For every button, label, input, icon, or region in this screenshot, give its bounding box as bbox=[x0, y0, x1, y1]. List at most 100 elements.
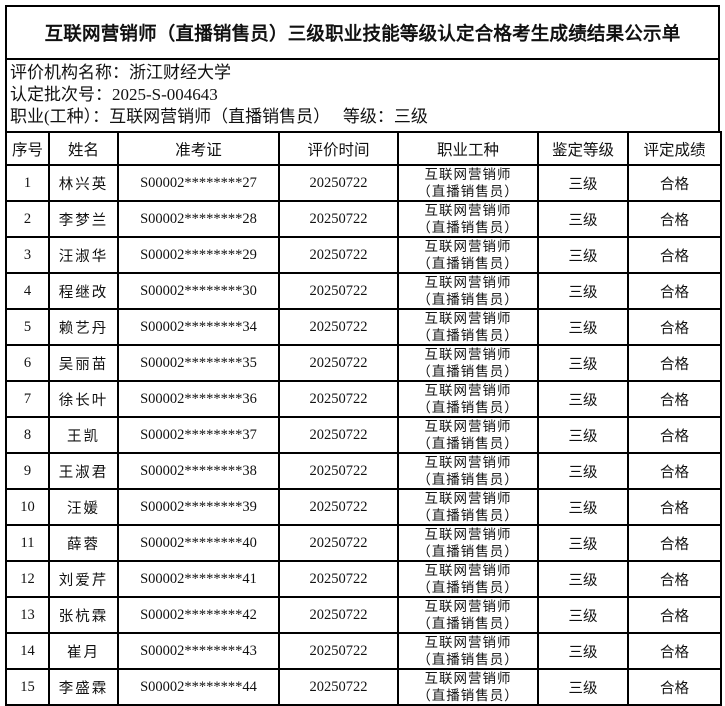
profession-line: 互联网营销师 bbox=[424, 491, 512, 506]
cell-result: 合格 bbox=[627, 380, 722, 418]
cell-date: 20250722 bbox=[278, 452, 399, 490]
cell-date: 20250722 bbox=[278, 560, 399, 598]
cell-no: 13 bbox=[5, 596, 50, 634]
cell-result: 合格 bbox=[627, 632, 722, 670]
profession-line: 互联网营销师 bbox=[424, 275, 512, 290]
profession-line: （直播销售员） bbox=[417, 616, 519, 631]
table-row: 9 王淑君 S00002********38 20250722 互联网营销师 （直播销售员… bbox=[5, 452, 722, 490]
cell-id: S00002********37 bbox=[117, 416, 280, 454]
cell-result: 合格 bbox=[627, 524, 722, 562]
cell-level: 三级 bbox=[537, 236, 629, 274]
profession-line: 互联网营销师 bbox=[424, 635, 512, 650]
cell-name: 刘爱芹 bbox=[48, 560, 119, 598]
cell-level: 三级 bbox=[537, 560, 629, 598]
cell-date: 20250722 bbox=[278, 200, 399, 238]
cell-name: 赖艺丹 bbox=[48, 308, 119, 346]
table-row: 5 赖艺丹 S00002********34 20250722 互联网营销师 （直播销售员… bbox=[5, 308, 722, 346]
cell-name: 程继改 bbox=[48, 272, 119, 310]
profession-line: 互联网营销师 bbox=[424, 167, 512, 182]
profession-line: （直播销售员） bbox=[417, 688, 519, 703]
cell-id: S00002********36 bbox=[117, 380, 280, 418]
profession-line: （直播销售员） bbox=[417, 472, 519, 487]
cell-date: 20250722 bbox=[278, 488, 399, 526]
header-profession: 职业工种 bbox=[397, 131, 539, 166]
result-sheet: 互联网营销师（直播销售员）三级职业技能等级认定合格考生成绩结果公示单 评价机构名… bbox=[5, 5, 722, 706]
cell-profession: 互联网营销师 （直播销售员） bbox=[397, 416, 539, 454]
profession-line: （直播销售员） bbox=[417, 184, 519, 199]
cell-name: 张杭霖 bbox=[48, 596, 119, 634]
cell-profession: 互联网营销师 （直播销售员） bbox=[397, 164, 539, 202]
profession-line: 互联网营销师 bbox=[424, 419, 512, 434]
profession-line: 互联网营销师 bbox=[424, 311, 512, 326]
cell-result: 合格 bbox=[627, 272, 722, 310]
results-table: 序号 姓名 准考证 评价时间 职业工种 鉴定等级 评定成绩 1 林兴英 S00002… bbox=[5, 131, 722, 706]
cell-profession: 互联网营销师 （直播销售员） bbox=[397, 524, 539, 562]
cell-id: S00002********29 bbox=[117, 236, 280, 274]
table-row: 2 李梦兰 S00002********28 20250722 互联网营销师 （直播销售员… bbox=[5, 200, 722, 238]
cell-name: 王凯 bbox=[48, 416, 119, 454]
cell-name: 李盛霖 bbox=[48, 668, 119, 706]
cell-result: 合格 bbox=[627, 164, 722, 202]
table-row: 7 徐长叶 S00002********36 20250722 互联网营销师 （直播销售员… bbox=[5, 380, 722, 418]
table-row: 10 汪媛 S00002********39 20250722 互联网营销师 （直播销售员… bbox=[5, 488, 722, 526]
profession-line: 互联网营销师 bbox=[424, 599, 512, 614]
table-row: 8 王凯 S00002********37 20250722 互联网营销师 （直播销售员）… bbox=[5, 416, 722, 454]
profession-line: （直播销售员） bbox=[417, 328, 519, 343]
profession-line: （直播销售员） bbox=[417, 400, 519, 415]
table-row: 3 汪淑华 S00002********29 20250722 互联网营销师 （直播销售员… bbox=[5, 236, 722, 274]
cell-id: S00002********27 bbox=[117, 164, 280, 202]
header-result: 评定成绩 bbox=[627, 131, 722, 166]
org-line: 评价机构名称：浙江财经大学 bbox=[10, 63, 231, 82]
cell-no: 1 bbox=[5, 164, 50, 202]
table-row: 6 吴丽苗 S00002********35 20250722 互联网营销师 （直播销售员… bbox=[5, 344, 722, 382]
profession-line: 互联网营销师 bbox=[424, 239, 512, 254]
cell-profession: 互联网营销师 （直播销售员） bbox=[397, 596, 539, 634]
cell-date: 20250722 bbox=[278, 236, 399, 274]
cell-level: 三级 bbox=[537, 524, 629, 562]
cell-name: 薛蓉 bbox=[48, 524, 119, 562]
cell-no: 14 bbox=[5, 632, 50, 670]
info-block: 评价机构名称：浙江财经大学 认定批次号：2025-S-004643 职业(工种）… bbox=[5, 60, 720, 131]
profession-line: （直播销售员） bbox=[417, 220, 519, 235]
profession-line: 互联网营销师 bbox=[424, 455, 512, 470]
occupation-line: 职业(工种）：互联网营销师（直播销售员） 等级：三级 bbox=[10, 107, 428, 126]
cell-profession: 互联网营销师 （直播销售员） bbox=[397, 632, 539, 670]
cell-name: 汪淑华 bbox=[48, 236, 119, 274]
profession-line: （直播销售员） bbox=[417, 364, 519, 379]
header-name: 姓名 bbox=[48, 131, 119, 166]
cell-date: 20250722 bbox=[278, 668, 399, 706]
cell-profession: 互联网营销师 （直播销售员） bbox=[397, 308, 539, 346]
profession-line: 互联网营销师 bbox=[424, 347, 512, 362]
cell-name: 李梦兰 bbox=[48, 200, 119, 238]
cell-id: S00002********41 bbox=[117, 560, 280, 598]
cell-level: 三级 bbox=[537, 668, 629, 706]
header-date: 评价时间 bbox=[278, 131, 399, 166]
header-id: 准考证 bbox=[117, 131, 280, 166]
table-row: 12 刘爱芹 S00002********41 20250722 互联网营销师 （直播销售… bbox=[5, 560, 722, 598]
cell-id: S00002********28 bbox=[117, 200, 280, 238]
cell-level: 三级 bbox=[537, 344, 629, 382]
table-row: 11 薛蓉 S00002********40 20250722 互联网营销师 （直播销售员… bbox=[5, 524, 722, 562]
cell-date: 20250722 bbox=[278, 344, 399, 382]
cell-name: 汪媛 bbox=[48, 488, 119, 526]
cell-result: 合格 bbox=[627, 488, 722, 526]
cell-id: S00002********44 bbox=[117, 668, 280, 706]
cell-level: 三级 bbox=[537, 416, 629, 454]
cell-date: 20250722 bbox=[278, 524, 399, 562]
cell-name: 徐长叶 bbox=[48, 380, 119, 418]
cell-date: 20250722 bbox=[278, 164, 399, 202]
cell-result: 合格 bbox=[627, 560, 722, 598]
cell-no: 15 bbox=[5, 668, 50, 706]
cell-result: 合格 bbox=[627, 344, 722, 382]
cell-no: 9 bbox=[5, 452, 50, 490]
header-no: 序号 bbox=[5, 131, 50, 166]
cell-date: 20250722 bbox=[278, 416, 399, 454]
batch-line: 认定批次号：2025-S-004643 bbox=[10, 85, 218, 104]
cell-id: S00002********39 bbox=[117, 488, 280, 526]
cell-level: 三级 bbox=[537, 164, 629, 202]
cell-no: 3 bbox=[5, 236, 50, 274]
header-row: 序号 姓名 准考证 评价时间 职业工种 鉴定等级 评定成绩 bbox=[5, 131, 722, 166]
profession-line: 互联网营销师 bbox=[424, 203, 512, 218]
profession-line: 互联网营销师 bbox=[424, 383, 512, 398]
cell-profession: 互联网营销师 （直播销售员） bbox=[397, 452, 539, 490]
